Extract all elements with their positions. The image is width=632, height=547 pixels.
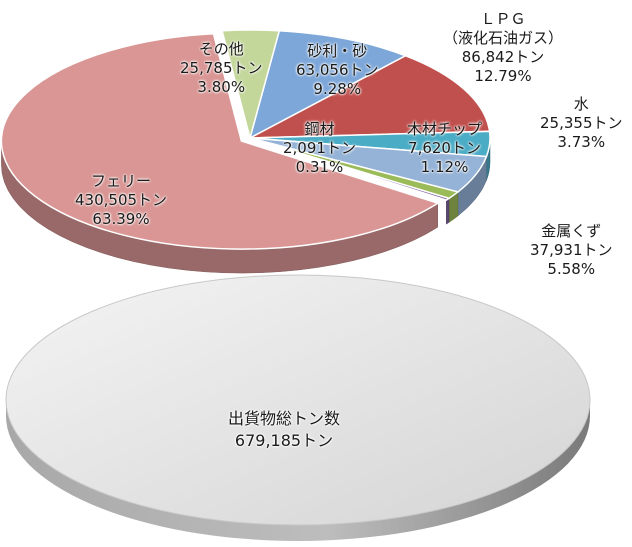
slice-label-line: 砂利・砂 <box>307 42 368 60</box>
pie-slice <box>248 30 408 140</box>
slice-label: 水 25,355トン 3.73% <box>540 95 623 152</box>
slice-label-line: 出貨物総トン数 <box>228 409 341 428</box>
slice-label-line: 水 <box>573 95 589 113</box>
slice-label-line: 鋼材 <box>304 120 335 138</box>
slice-label-line: 12.79% <box>474 67 532 85</box>
slice-label-line: 2,091トン <box>283 139 356 157</box>
slice-label-line: 63.39% <box>92 210 150 228</box>
slice-label-line: フェリー <box>91 172 152 190</box>
slice-label-line: 3.73% <box>557 133 606 151</box>
slice-label: ＬＰＧ （液化石油ガス） 86,842トン 12.79% <box>443 10 563 86</box>
slice-label-line: 63,056トン <box>296 61 379 79</box>
slice-label-line: 7,620トン <box>408 139 481 157</box>
slice-label-line: ＬＰＧ <box>480 10 526 28</box>
slice-label-line: （液化石油ガス） <box>443 29 564 47</box>
slice-label-line: 9.28% <box>313 80 362 98</box>
slice-label-line: 25,785トン <box>180 59 263 77</box>
slice-label-line: 3.80% <box>197 78 246 96</box>
slice-label-line: 37,931トン <box>530 241 613 259</box>
pie-slice <box>249 137 451 201</box>
total-cylinder-top <box>5 274 591 526</box>
slice-label-line: 0.31% <box>295 158 344 176</box>
slice-label-line: 木材チップ <box>407 120 483 138</box>
total-label: 出貨物総トン数 679,185トン <box>228 408 340 452</box>
slice-label: 木材チップ 7,620トン 1.12% <box>407 120 482 177</box>
slice-label-line: 679,185トン <box>234 431 334 450</box>
slice-label-line: 86,842トン <box>461 48 545 66</box>
slice-label-line: 金属くず <box>541 222 602 240</box>
slice-label: その他 25,785トン 3.80% <box>180 40 263 97</box>
pie-slice <box>221 29 281 141</box>
slice-label-line: その他 <box>198 40 244 58</box>
slice-label-line: 1.12% <box>420 158 469 176</box>
pie-slice-side <box>446 197 450 225</box>
slice-label-line: 25,355トン <box>540 114 623 132</box>
slice-label-line: 430,505トン <box>75 191 168 209</box>
pie-slice <box>249 54 491 139</box>
slice-label: 砂利・砂 63,056トン 9.28% <box>296 42 379 99</box>
slice-label: 金属くず 37,931トン 5.58% <box>530 222 613 279</box>
slice-label-line: 5.58% <box>547 260 596 278</box>
slice-label: 鋼材 2,091トン 0.31% <box>283 120 356 177</box>
slice-label: フェリー 430,505トン 63.39% <box>75 172 167 229</box>
pie-slice <box>0 33 440 250</box>
